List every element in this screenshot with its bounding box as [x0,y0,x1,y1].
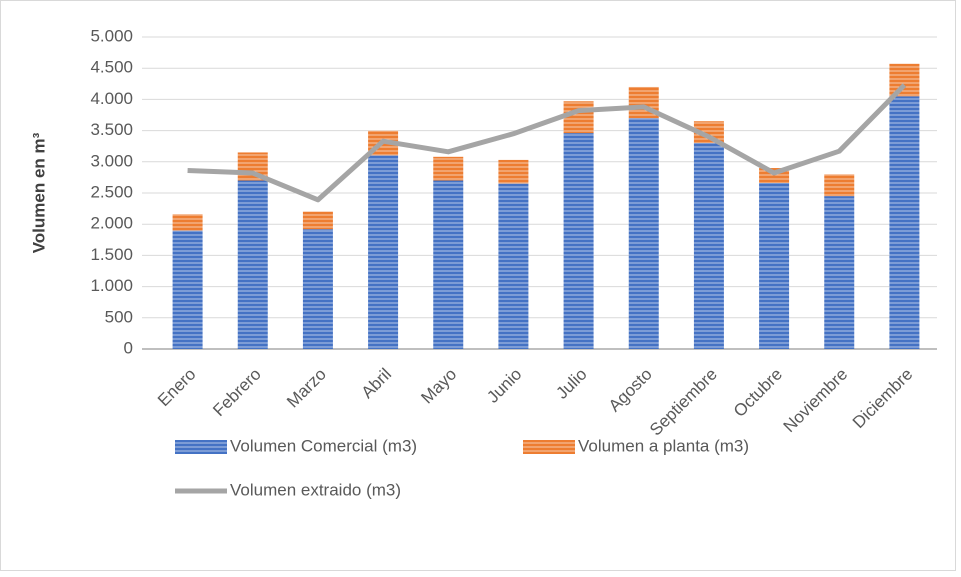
bar-segment [172,214,203,231]
bar-segment [628,118,659,350]
y-tick-label: 3.000 [90,151,133,170]
bar-segment [172,230,203,349]
bar-segment [693,143,724,349]
bar-segment [433,180,464,349]
bar-segment [759,183,790,349]
y-tick-label: 1.500 [90,245,133,264]
bar-segment [302,229,333,349]
y-tick-label: 2.500 [90,182,133,201]
legend-swatch [523,440,575,454]
y-tick-label: 1.000 [90,276,133,295]
line-series [187,83,907,203]
legend-swatch [175,440,227,454]
y-tick-label: 3.500 [90,120,133,139]
bar-segment [302,211,333,230]
bar-segment [368,155,399,349]
bar-segment [563,133,594,349]
y-tick-label: 4.000 [90,89,133,108]
legend-label: Volumen extraido (m3) [230,480,401,499]
bar-segment [498,159,529,184]
bar-segment [237,180,268,349]
bar-segment [563,101,594,134]
y-tick-label: 2.000 [90,214,133,233]
bar-segment [498,183,529,349]
y-tick-label: 500 [105,307,133,326]
y-tick-label: 0 [124,338,133,357]
bar-segment [824,174,855,197]
bar-segment [433,156,464,181]
bar-segment [824,196,855,349]
bar-segment [889,63,920,97]
legend-label: Volumen a planta (m3) [578,436,749,455]
y-tick-label: 4.500 [90,58,133,77]
bar-segment [693,121,724,144]
legend-label: Volumen Comercial (m3) [230,436,417,455]
bar-segment [889,96,920,349]
y-axis-title: Volumen en m³ [29,132,48,253]
y-tick-label: 5.000 [90,26,133,45]
